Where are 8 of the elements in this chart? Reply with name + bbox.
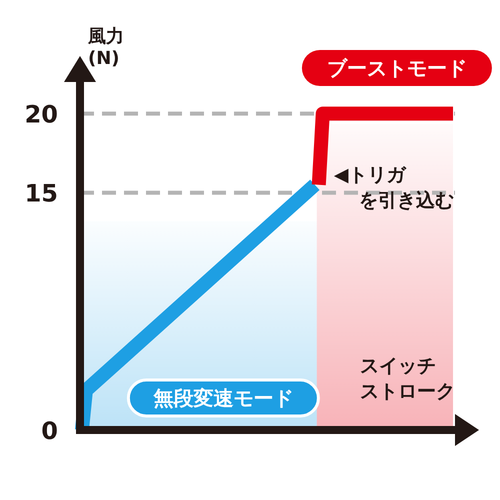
x-axis-title: スイッチストローク bbox=[360, 355, 455, 403]
y-tick-label: 15 bbox=[24, 180, 58, 208]
y-axis-title: 風力 (N) bbox=[87, 26, 124, 69]
annotation: ◀トリガを引き込む bbox=[334, 164, 454, 212]
y-tick-label: 20 bbox=[24, 100, 58, 129]
y-tick-label: 0 bbox=[41, 417, 58, 445]
text: ブーストモード bbox=[326, 56, 467, 80]
annotation: 無段変速モード bbox=[152, 386, 294, 410]
